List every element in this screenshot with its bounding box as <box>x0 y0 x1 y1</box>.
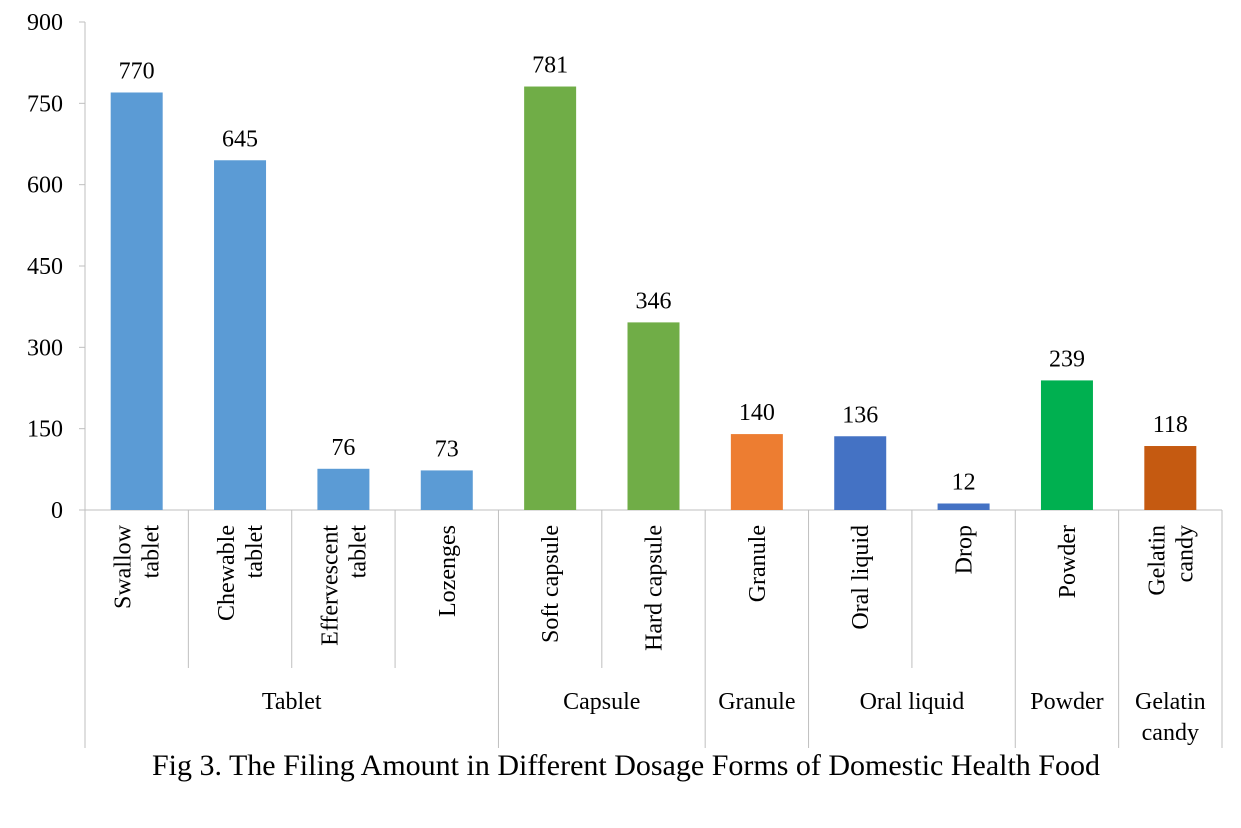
group-label: Oral liquid <box>860 689 965 715</box>
category-label: Swallow <box>111 524 137 609</box>
data-label: 239 <box>1049 346 1085 372</box>
y-tick-label: 900 <box>27 10 63 36</box>
category-label: tablet <box>242 525 268 579</box>
bar <box>420 470 473 510</box>
data-label: 136 <box>842 402 878 428</box>
data-label: 140 <box>739 400 775 426</box>
bars-layer <box>110 86 1197 510</box>
category-label: Chewable <box>214 525 240 621</box>
category-label: Powder <box>1055 525 1081 598</box>
bar <box>1040 380 1093 510</box>
category-label: Gelatin <box>1144 525 1170 596</box>
figure-caption: Fig 3. The Filing Amount in Different Do… <box>152 749 1100 782</box>
y-tick-label: 0 <box>51 498 63 524</box>
group-label: Tablet <box>262 689 322 715</box>
bar <box>730 434 783 510</box>
data-label: 73 <box>435 436 459 462</box>
data-label: 781 <box>532 53 568 79</box>
data-label: 645 <box>222 126 258 152</box>
group-label: Capsule <box>563 689 640 715</box>
category-label: Drop <box>952 525 978 574</box>
group-label: Powder <box>1030 689 1103 715</box>
data-label: 76 <box>331 435 355 461</box>
bar <box>317 468 370 510</box>
category-label: candy <box>1172 525 1198 582</box>
category-label: Effervescent <box>317 525 343 646</box>
data-label: 118 <box>1153 412 1188 438</box>
group-label: Gelatin <box>1135 689 1206 715</box>
category-label: Lozenges <box>435 525 461 617</box>
data-label: 346 <box>636 288 672 314</box>
bar <box>524 86 577 510</box>
category-label: Oral liquid <box>848 525 874 630</box>
category-label: tablet <box>345 525 371 579</box>
category-label: tablet <box>139 525 165 579</box>
y-tick-label: 300 <box>27 335 63 361</box>
data-label: 770 <box>119 58 155 84</box>
y-tick-label: 150 <box>27 417 63 443</box>
category-label: Granule <box>745 525 771 602</box>
y-tick-label: 750 <box>27 91 63 117</box>
group-label: Granule <box>718 689 795 715</box>
bar <box>627 322 680 510</box>
bar <box>1144 446 1197 510</box>
category-label: Hard capsule <box>642 525 668 651</box>
bar <box>110 92 163 510</box>
y-tick-label: 450 <box>27 254 63 280</box>
bar <box>834 436 887 510</box>
data-label: 12 <box>952 469 976 495</box>
y-tick-label: 600 <box>27 173 63 199</box>
bar <box>214 160 267 510</box>
group-label: candy <box>1142 720 1199 746</box>
bar <box>937 503 990 510</box>
category-label: Soft capsule <box>538 525 564 643</box>
